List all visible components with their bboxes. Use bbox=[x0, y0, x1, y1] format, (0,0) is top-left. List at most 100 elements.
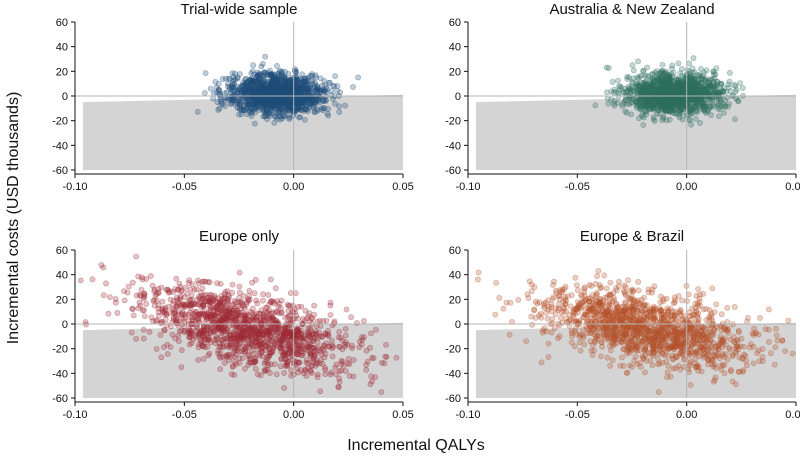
data-point bbox=[628, 111, 635, 118]
data-point bbox=[265, 291, 272, 298]
data-point bbox=[284, 323, 291, 330]
data-point bbox=[188, 314, 195, 321]
data-point bbox=[287, 290, 294, 296]
data-point bbox=[307, 351, 314, 358]
x-tick-label: 0.05 bbox=[392, 181, 413, 193]
data-point bbox=[267, 67, 273, 74]
data-point bbox=[302, 366, 309, 373]
data-point bbox=[252, 365, 259, 372]
data-point bbox=[248, 75, 255, 82]
data-point bbox=[270, 76, 276, 83]
y-tick-label: -40 bbox=[445, 140, 461, 152]
data-point bbox=[282, 89, 289, 96]
data-point bbox=[215, 80, 222, 87]
data-point bbox=[299, 83, 306, 90]
data-point bbox=[307, 93, 314, 100]
data-point bbox=[251, 359, 258, 365]
data-point bbox=[283, 86, 290, 92]
data-point bbox=[100, 264, 107, 271]
data-point bbox=[210, 90, 217, 97]
data-point bbox=[114, 309, 121, 316]
data-point bbox=[267, 337, 274, 344]
data-point bbox=[140, 326, 147, 333]
data-point bbox=[313, 357, 320, 364]
data-point bbox=[221, 90, 228, 97]
data-point bbox=[161, 327, 168, 334]
data-point bbox=[244, 104, 251, 110]
data-point bbox=[264, 309, 271, 316]
data-point bbox=[293, 99, 300, 106]
data-point bbox=[336, 103, 342, 110]
data-point bbox=[189, 336, 196, 343]
data-point bbox=[674, 84, 681, 91]
data-point bbox=[673, 75, 680, 82]
data-point bbox=[281, 86, 288, 93]
data-point bbox=[243, 100, 250, 106]
data-point bbox=[266, 97, 273, 103]
data-point bbox=[309, 77, 316, 84]
data-point bbox=[675, 98, 682, 105]
data-point bbox=[219, 316, 226, 323]
data-point bbox=[381, 360, 388, 367]
x-tick-label: 0.00 bbox=[676, 181, 697, 193]
data-point bbox=[136, 299, 143, 306]
data-point bbox=[240, 103, 247, 110]
data-point bbox=[306, 81, 313, 88]
data-point bbox=[642, 108, 649, 115]
data-point bbox=[254, 96, 261, 103]
data-point bbox=[713, 81, 720, 88]
data-point bbox=[176, 280, 183, 287]
data-point bbox=[750, 360, 757, 367]
data-point bbox=[176, 296, 183, 303]
data-point bbox=[236, 269, 243, 276]
data-point bbox=[695, 286, 701, 292]
data-point bbox=[234, 74, 241, 81]
data-point bbox=[710, 90, 717, 97]
data-point bbox=[575, 287, 581, 294]
data-point bbox=[702, 103, 709, 110]
data-point bbox=[633, 83, 640, 90]
y-tick-label: 60 bbox=[56, 17, 68, 29]
data-point bbox=[393, 354, 400, 361]
data-point bbox=[320, 96, 327, 103]
data-point bbox=[77, 277, 84, 284]
data-point bbox=[244, 83, 251, 89]
data-point bbox=[135, 273, 142, 280]
data-point bbox=[242, 107, 248, 114]
data-point bbox=[319, 360, 326, 367]
y-tick-label: 0 bbox=[62, 319, 68, 331]
data-point bbox=[336, 343, 343, 350]
panel-2: Australia & New Zealand6040200-20-40-60-… bbox=[445, 1, 800, 193]
data-point bbox=[195, 357, 202, 363]
data-point bbox=[244, 83, 251, 90]
data-point bbox=[690, 89, 697, 96]
data-point bbox=[314, 106, 321, 113]
data-point bbox=[691, 76, 698, 82]
data-point bbox=[242, 315, 248, 322]
data-point bbox=[270, 83, 277, 89]
data-point bbox=[598, 353, 604, 360]
data-point bbox=[492, 311, 499, 318]
data-point bbox=[307, 341, 314, 348]
data-point bbox=[342, 102, 348, 109]
data-point bbox=[372, 326, 379, 333]
data-point bbox=[266, 301, 272, 308]
data-point bbox=[291, 76, 298, 82]
data-point bbox=[293, 312, 300, 319]
data-point bbox=[278, 86, 285, 92]
data-point bbox=[538, 359, 545, 366]
data-point bbox=[732, 116, 738, 123]
data-point bbox=[175, 332, 182, 339]
data-point bbox=[240, 293, 247, 299]
data-point bbox=[241, 365, 248, 372]
data-point bbox=[301, 318, 308, 325]
data-point bbox=[182, 314, 189, 320]
data-point bbox=[264, 82, 271, 89]
data-point bbox=[773, 332, 780, 339]
data-point bbox=[284, 361, 290, 368]
data-point bbox=[158, 354, 165, 361]
data-point bbox=[173, 315, 179, 322]
data-point bbox=[232, 358, 238, 365]
data-point bbox=[687, 382, 694, 388]
